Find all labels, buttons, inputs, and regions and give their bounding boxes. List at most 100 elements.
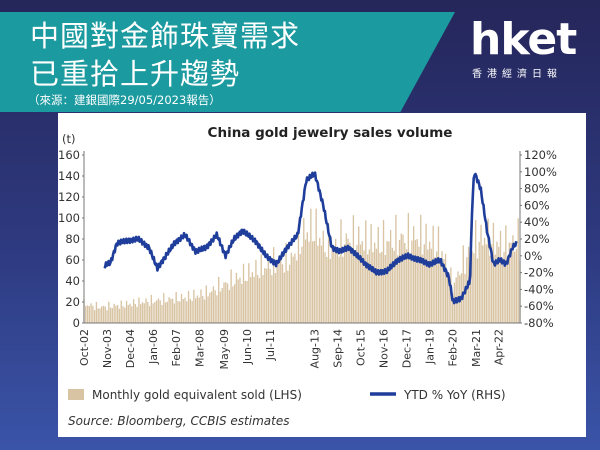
monthly-bar — [324, 252, 326, 323]
monthly-bar — [514, 251, 516, 323]
monthly-bar — [301, 246, 303, 323]
x-tick-label: Oct-02 — [78, 329, 91, 366]
monthly-bar — [150, 294, 153, 323]
monthly-bar — [281, 264, 284, 323]
x-tick-label: Sep-14 — [332, 329, 345, 368]
monthly-bar — [132, 299, 135, 323]
left-tick-label: 80 — [65, 232, 80, 246]
monthly-bar — [393, 250, 395, 323]
monthly-bar — [350, 251, 353, 323]
monthly-bar — [508, 242, 511, 323]
right-tick-label: -20% — [524, 266, 554, 280]
monthly-bar — [297, 223, 300, 323]
monthly-bar — [336, 250, 339, 323]
monthly-bar — [216, 295, 218, 323]
monthly-bar — [230, 269, 232, 323]
monthly-bar — [490, 244, 493, 323]
left-tick-label: 120 — [58, 190, 80, 204]
chart-source: Source: Bloomberg, CCBIS estimates — [68, 414, 289, 428]
monthly-bar — [439, 258, 441, 323]
monthly-bar — [372, 252, 374, 323]
monthly-bar — [492, 222, 495, 323]
monthly-bar — [249, 277, 252, 323]
monthly-bar — [368, 249, 371, 323]
monthly-bar — [475, 220, 477, 323]
right-tick-label: -40% — [524, 282, 554, 296]
monthly-bar — [265, 268, 268, 323]
monthly-bar — [448, 279, 450, 323]
monthly-bar — [299, 253, 301, 323]
monthly-bar — [136, 306, 138, 323]
monthly-bar — [152, 303, 154, 323]
monthly-bar — [189, 298, 192, 323]
right-tick-label: 0% — [524, 249, 542, 263]
monthly-bar — [335, 238, 337, 323]
monthly-bar — [510, 242, 512, 323]
monthly-bar — [101, 306, 103, 323]
monthly-bar — [358, 226, 360, 323]
monthly-bar — [411, 240, 413, 323]
monthly-bar — [159, 300, 161, 323]
monthly-bar — [418, 246, 420, 323]
monthly-bar — [326, 257, 328, 323]
monthly-bar — [242, 263, 245, 323]
monthly-bar — [97, 308, 99, 323]
monthly-bar — [303, 217, 305, 323]
monthly-bar — [161, 305, 163, 323]
monthly-bar — [505, 225, 507, 323]
monthly-bar — [496, 241, 498, 323]
monthly-bar — [308, 241, 310, 323]
monthly-bar — [370, 224, 372, 323]
monthly-bar — [320, 245, 323, 323]
x-tick-label: Jan-06 — [147, 329, 160, 365]
monthly-bar — [99, 308, 101, 323]
monthly-bar — [166, 301, 168, 323]
left-axis-unit: (t) — [62, 132, 75, 146]
monthly-bar — [379, 252, 381, 323]
left-tick-label: 160 — [58, 148, 80, 162]
hket-logo[interactable]: hket 香港經濟日報 — [470, 18, 585, 88]
monthly-bar — [512, 235, 514, 323]
monthly-bar — [338, 256, 340, 323]
monthly-bar — [141, 302, 144, 323]
monthly-bar — [386, 241, 388, 323]
monthly-bar — [251, 272, 254, 323]
monthly-bar — [264, 268, 266, 323]
monthly-bar — [173, 303, 176, 323]
monthly-bar — [405, 249, 408, 323]
headline-line2: 已重拾上升趨勢 — [30, 57, 241, 91]
monthly-bar — [143, 303, 145, 323]
monthly-bar — [432, 225, 434, 323]
monthly-bar — [292, 256, 294, 323]
monthly-bar — [122, 306, 124, 323]
monthly-bar — [274, 272, 277, 323]
monthly-bar — [145, 298, 147, 323]
monthly-bar — [441, 251, 443, 323]
chart-card: China gold jewelry sales volume (t) 0 20 40… — [58, 113, 586, 437]
x-tick-label: Apr-22 — [493, 329, 506, 365]
chart-svg: China gold jewelry sales volume (t) 0 20 40… — [58, 125, 557, 428]
monthly-bar — [212, 286, 215, 323]
monthly-bar — [319, 237, 321, 323]
monthly-bar — [157, 298, 160, 323]
monthly-bar — [331, 248, 333, 323]
monthly-bar — [395, 214, 397, 323]
monthly-bar — [163, 293, 165, 323]
monthly-bar — [315, 208, 317, 323]
monthly-bar — [425, 223, 427, 323]
x-tick-label: Feb-20 — [447, 329, 460, 366]
monthly-bar — [278, 260, 280, 323]
left-tick-label: 0 — [73, 316, 80, 330]
right-tick-label: 120% — [524, 148, 557, 162]
headline-banner — [0, 12, 455, 112]
monthly-bar — [276, 265, 278, 323]
monthly-bar — [246, 281, 248, 323]
monthly-bar — [124, 307, 126, 323]
monthly-bar — [482, 245, 484, 323]
monthly-bar — [214, 290, 216, 323]
monthly-bar — [221, 288, 223, 323]
left-tick-label: 20 — [65, 295, 80, 309]
monthly-bar — [407, 213, 410, 323]
monthly-bar — [241, 283, 243, 323]
left-tick-label: 60 — [65, 253, 80, 267]
